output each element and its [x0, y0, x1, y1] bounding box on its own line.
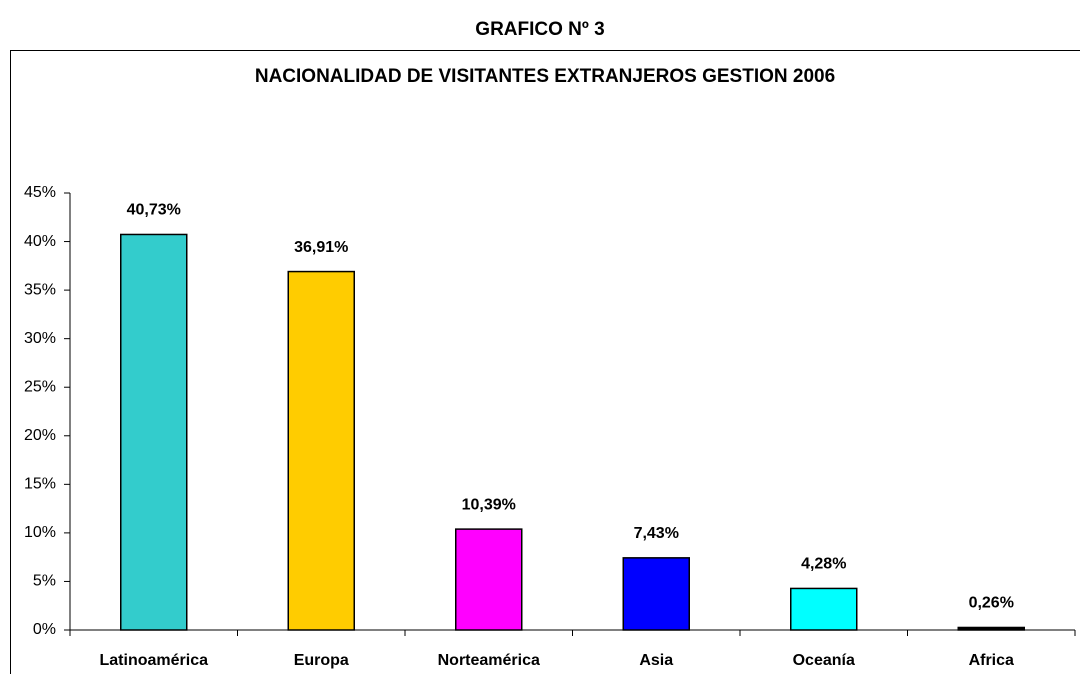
y-tick-label: 25% — [24, 378, 56, 395]
bar — [790, 587, 858, 631]
y-tick-label: 45% — [24, 184, 56, 201]
bar — [287, 270, 355, 631]
data-label: 40,73% — [127, 202, 181, 219]
y-tick-label: 10% — [24, 524, 56, 541]
chart-header: GRAFICO Nº 3 — [475, 19, 604, 40]
data-label: 7,43% — [634, 525, 679, 542]
x-tick-label: Africa — [969, 652, 1014, 669]
x-tick-label: Norteamérica — [438, 652, 540, 669]
bar — [957, 626, 1025, 631]
y-tick-label: 35% — [24, 281, 56, 298]
data-label: 10,39% — [462, 496, 516, 513]
x-tick-label: Asia — [639, 652, 673, 669]
data-label: 0,26% — [969, 595, 1014, 612]
y-tick-label: 40% — [24, 233, 56, 250]
y-tick-label: 15% — [24, 476, 56, 493]
y-tick-label: 30% — [24, 330, 56, 347]
y-tick-label: 0% — [33, 621, 56, 638]
data-label: 36,91% — [294, 239, 348, 256]
bar — [120, 233, 188, 631]
bar — [455, 528, 523, 631]
chart-frame — [10, 50, 1080, 674]
y-tick-label: 5% — [33, 573, 56, 590]
x-tick-label: Europa — [294, 652, 349, 669]
x-tick-label: Oceanía — [793, 652, 855, 669]
chart-title: NACIONALIDAD DE VISITANTES EXTRANJEROS G… — [255, 66, 835, 87]
x-tick-label: Latinoamérica — [100, 652, 209, 669]
y-tick-label: 20% — [24, 427, 56, 444]
data-label: 4,28% — [801, 556, 846, 573]
bar — [622, 557, 690, 631]
